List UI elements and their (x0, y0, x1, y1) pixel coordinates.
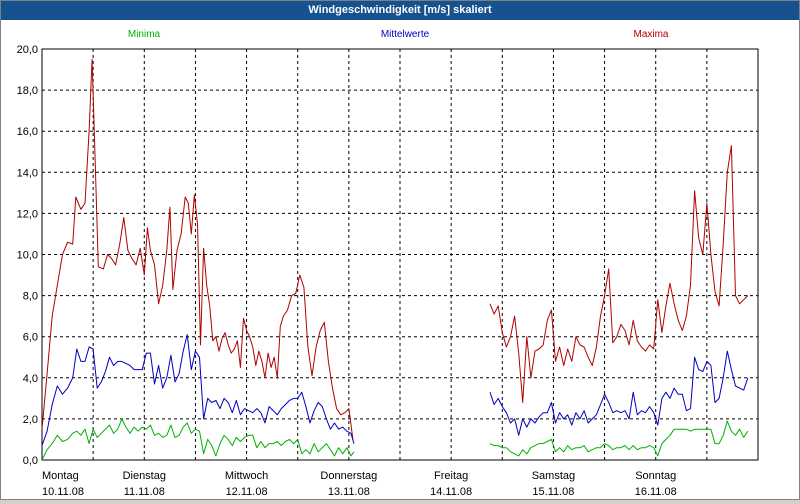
series-line-mittelwerte (41, 334, 355, 446)
x-tick-day: Mittwoch (225, 470, 268, 482)
x-tick-day: Dienstag (123, 470, 166, 482)
axis-labels: 0,0 2,0 4,0 6,0 8,0 10,0 12,0 14,0 16,0 18,0 20,0 M… (17, 44, 677, 498)
wind-speed-chart: 0,0 2,0 4,0 6,0 8,0 10,0 12,0 14,0 16,0 18,0 20,0 M… (17, 29, 759, 498)
y-tick-label: 8,0 (23, 291, 38, 303)
x-tick-date: 16.11.08 (635, 486, 677, 498)
x-tick-date: 11.11.08 (124, 486, 165, 498)
y-tick-label: 2,0 (23, 414, 38, 426)
x-tick-day: Sonntag (635, 470, 676, 482)
series-line-minima (41, 418, 355, 461)
series-line-minima (489, 420, 749, 457)
series-line-mittelwerte (489, 350, 749, 436)
y-tick-label: 20,0 (17, 44, 38, 56)
x-tick-date: 15.11.08 (532, 486, 574, 498)
x-tick-day: Montag (42, 470, 79, 482)
x-tick-date: 12.11.08 (226, 486, 268, 498)
y-tick-label: 4,0 (23, 373, 38, 385)
x-tick-day: Freitag (434, 470, 468, 482)
legend-mittelwerte: Mittelwerte (381, 29, 430, 40)
window-title: Windgeschwindigkeit [m/s] skaliert (1, 1, 799, 20)
x-tick-day: Samstag (532, 470, 575, 482)
y-tick-label: 10,0 (17, 250, 38, 262)
y-tick-label: 18,0 (17, 85, 38, 97)
y-tick-label: 0,0 (23, 455, 38, 467)
legend-minima: Minima (128, 29, 161, 40)
legend: Minima Mittelwerte Maxima (128, 29, 669, 40)
axes (41, 48, 759, 461)
series-line-maxima (41, 58, 354, 440)
y-tick-label: 16,0 (17, 126, 38, 138)
y-tick-label: 12,0 (17, 208, 38, 220)
grid-lines (42, 49, 758, 460)
x-tick-date: 13.11.08 (328, 486, 370, 498)
legend-maxima: Maxima (633, 29, 668, 40)
x-tick-date: 10.11.08 (42, 486, 84, 498)
plot-frame (41, 48, 759, 461)
series-lines (41, 58, 749, 461)
x-tick-date: 14.11.08 (430, 486, 472, 498)
series-line-maxima (489, 145, 749, 403)
chart-area: 0,0 2,0 4,0 6,0 8,0 10,0 12,0 14,0 16,0 18,0 20,0 M… (1, 21, 799, 499)
y-tick-label: 14,0 (17, 167, 38, 179)
y-tick-label: 6,0 (23, 332, 38, 344)
x-tick-day: Donnerstag (320, 470, 377, 482)
